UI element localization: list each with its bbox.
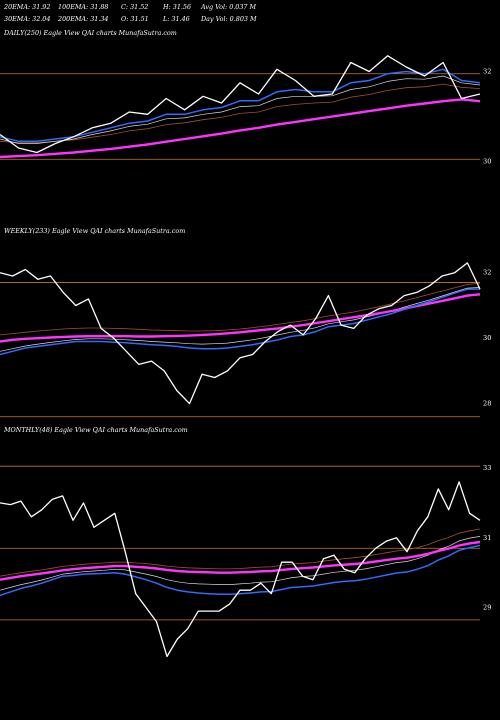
- series-line-ma-brown: [0, 83, 481, 144]
- series-line-price: [0, 481, 481, 658]
- y-tick-label: 28: [483, 400, 491, 408]
- series-line-price: [0, 262, 481, 405]
- weekly-panel-label: WEEKLY(233) Eagle View QAI charts Munafa…: [4, 227, 185, 235]
- header-200ema: 200EMA: 31.34: [57, 15, 109, 23]
- monthly-panel: MONTHLY(48) Eagle View QAI charts Munafa…: [0, 426, 491, 658]
- y-tick-label: 31: [483, 534, 491, 542]
- weekly-panel: WEEKLY(233) Eagle View QAI charts Munafa…: [0, 227, 491, 418]
- y-tick-label: 29: [483, 604, 491, 612]
- series-line-ema-fast: [0, 68, 481, 143]
- series-line-ema-slow: [0, 293, 481, 343]
- daily-panel: DAILY(250) Eagle View QAI charts MunafaS…: [0, 29, 491, 166]
- header-20ema: 20EMA: 31.92: [3, 3, 50, 11]
- y-tick-label: 32: [483, 269, 491, 277]
- series-line-ema-slow: [0, 98, 481, 159]
- y-tick-label: 33: [483, 464, 491, 472]
- header-open: O: 31.51: [121, 15, 149, 23]
- y-tick-label: 30: [483, 158, 491, 166]
- header-day-vol: Day Vol: 0.803 M: [200, 15, 257, 23]
- header-100ema: 100EMA: 31.88: [58, 3, 109, 11]
- header-30ema: 30EMA: 32.04: [4, 15, 50, 23]
- daily-panel-label: DAILY(250) Eagle View QAI charts MunafaS…: [3, 29, 177, 37]
- series-line-ema-slow: [0, 540, 481, 581]
- y-tick-label: 32: [483, 68, 491, 76]
- monthly-panel-label: MONTHLY(48) Eagle View QAI charts Munafa…: [3, 426, 188, 434]
- header-high: H: 31.56: [162, 3, 191, 11]
- header-avg-vol: Avg Vol: 0.037 M: [200, 3, 257, 11]
- header-low: L: 31.46: [162, 15, 190, 23]
- y-tick-label: 30: [483, 334, 491, 342]
- series-line-ma-brown: [0, 528, 481, 577]
- series-line-ma-brown: [0, 282, 481, 336]
- header-close: C: 31.52: [121, 3, 148, 11]
- header-indicators: 20EMA: 31.92 100EMA: 31.88 C: 31.52 H: 3…: [3, 3, 257, 23]
- series-line-ema-fast: [0, 288, 480, 356]
- series-line-ma-white: [0, 536, 481, 591]
- series-line-ema-fast: [0, 544, 481, 597]
- series-line-price: [0, 55, 481, 154]
- series-line-ma-white: [0, 75, 481, 144]
